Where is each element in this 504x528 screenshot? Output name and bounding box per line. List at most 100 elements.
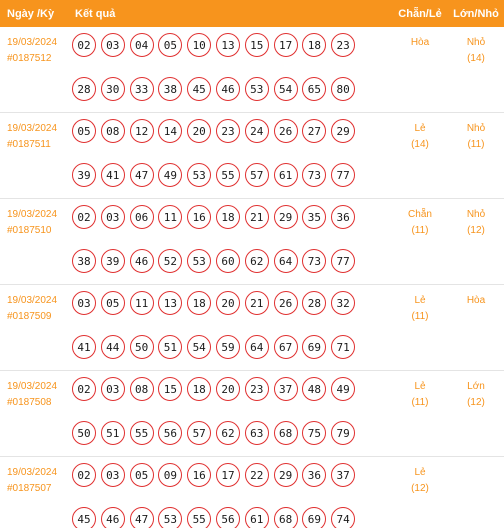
number-ball: 09 bbox=[158, 463, 183, 487]
number-ball: 30 bbox=[100, 77, 125, 101]
balls-line: 38 39 46 52 53 60 62 64 73 77 bbox=[72, 249, 392, 274]
number-ball: 28 bbox=[302, 291, 327, 315]
number-ball: 61 bbox=[273, 163, 298, 187]
parity-value: Lẻ bbox=[414, 381, 426, 392]
number-ball: 39 bbox=[100, 249, 125, 273]
result-numbers: 05 08 12 14 20 23 24 26 27 29 39 41 47 49 53 55 57 61 73 77 bbox=[70, 113, 392, 198]
parity-count: (11) bbox=[411, 397, 429, 408]
number-ball: 69 bbox=[302, 507, 327, 528]
number-ball: 20 bbox=[187, 119, 212, 143]
number-ball: 02 bbox=[72, 33, 96, 57]
number-ball: 55 bbox=[215, 163, 240, 187]
number-ball: 60 bbox=[215, 249, 240, 273]
size-value: Nhỏ bbox=[466, 37, 486, 48]
draw-id[interactable]: #0187507 bbox=[7, 483, 52, 494]
table-body: 19/03/2024 #0187512 02 03 04 05 10 13 15 17 18 23 28… bbox=[0, 27, 504, 528]
number-ball: 75 bbox=[302, 421, 327, 445]
result-numbers: 03 05 11 13 18 20 21 26 28 32 41 44 50 51 54 59 64 67 69 71 bbox=[70, 285, 392, 370]
draw-id[interactable]: #0187510 bbox=[7, 225, 52, 236]
number-ball: 18 bbox=[302, 33, 327, 57]
number-ball: 47 bbox=[129, 507, 154, 528]
number-ball: 57 bbox=[244, 163, 269, 187]
number-ball: 79 bbox=[331, 421, 356, 445]
draw-id[interactable]: #0187512 bbox=[7, 53, 52, 64]
number-ball: 08 bbox=[100, 119, 125, 143]
number-ball: 05 bbox=[158, 33, 183, 57]
number-ball: 68 bbox=[273, 421, 298, 445]
number-ball: 32 bbox=[331, 291, 356, 315]
number-ball: 49 bbox=[331, 377, 356, 401]
number-ball: 46 bbox=[100, 507, 125, 528]
number-ball: 24 bbox=[244, 119, 269, 143]
number-ball: 15 bbox=[158, 377, 183, 401]
number-ball: 36 bbox=[331, 205, 356, 229]
number-ball: 69 bbox=[302, 335, 327, 359]
number-ball: 59 bbox=[215, 335, 240, 359]
size-cell: Hòa bbox=[448, 285, 504, 370]
number-ball: 73 bbox=[302, 163, 327, 187]
balls-line: 02 03 06 11 16 18 21 29 35 36 bbox=[72, 205, 392, 230]
table-row: 19/03/2024 #0187511 05 08 12 14 20 23 24 26 27 29 39… bbox=[0, 113, 504, 199]
size-value: Nhỏ bbox=[466, 209, 486, 220]
number-ball: 64 bbox=[244, 335, 269, 359]
header-parity: Chẵn/Lẻ bbox=[398, 7, 442, 20]
number-ball: 33 bbox=[129, 77, 154, 101]
number-ball: 21 bbox=[244, 205, 269, 229]
parity-cell: Lẻ (12) bbox=[392, 457, 448, 528]
draw-id[interactable]: #0187508 bbox=[7, 397, 52, 408]
number-ball: 80 bbox=[331, 77, 356, 101]
number-ball: 15 bbox=[244, 33, 269, 57]
draw-id[interactable]: #0187509 bbox=[7, 311, 52, 322]
number-ball: 65 bbox=[302, 77, 327, 101]
number-ball: 38 bbox=[158, 77, 183, 101]
number-ball: 18 bbox=[187, 291, 212, 315]
result-numbers: 02 03 04 05 10 13 15 17 18 23 28 30 33 38 45 46 53 54 65 80 bbox=[70, 27, 392, 112]
table-row: 19/03/2024 #0187512 02 03 04 05 10 13 15 17 18 23 28… bbox=[0, 27, 504, 113]
parity-value: Lẻ bbox=[414, 467, 426, 478]
parity-cell: Hòa bbox=[392, 27, 448, 112]
number-ball: 53 bbox=[187, 163, 212, 187]
number-ball: 21 bbox=[244, 291, 269, 315]
number-ball: 64 bbox=[273, 249, 298, 273]
size-value: Hòa bbox=[466, 295, 486, 306]
number-ball: 29 bbox=[273, 205, 298, 229]
number-ball: 10 bbox=[187, 33, 212, 57]
size-cell: Nhỏ (12) bbox=[448, 199, 504, 284]
draw-date: 19/03/2024 bbox=[7, 209, 58, 220]
balls-line: 05 08 12 14 20 23 24 26 27 29 bbox=[72, 119, 392, 144]
number-ball: 62 bbox=[215, 421, 240, 445]
size-count: (11) bbox=[467, 139, 485, 150]
number-ball: 02 bbox=[72, 377, 96, 401]
size-cell: Lớn (12) bbox=[448, 371, 504, 456]
number-ball: 29 bbox=[273, 463, 298, 487]
number-ball: 16 bbox=[187, 205, 212, 229]
size-value: Lớn bbox=[467, 381, 485, 392]
draw-info: 19/03/2024 #0187509 bbox=[0, 285, 70, 370]
number-ball: 47 bbox=[129, 163, 154, 187]
header-date: Ngày /Kỳ bbox=[7, 7, 55, 20]
table-header: Ngày /Kỳ Kết quả Chẵn/Lẻ Lớn/Nhỏ bbox=[0, 0, 504, 27]
number-ball: 41 bbox=[72, 335, 96, 359]
parity-cell: Chẵn (11) bbox=[392, 199, 448, 284]
balls-line: 03 05 11 13 18 20 21 26 28 32 bbox=[72, 291, 392, 316]
number-ball: 46 bbox=[129, 249, 154, 273]
result-numbers: 02 03 05 09 16 17 22 29 36 37 45 46 47 53 55 56 61 68 69 74 bbox=[70, 457, 392, 528]
number-ball: 62 bbox=[244, 249, 269, 273]
size-count: (12) bbox=[467, 225, 485, 236]
number-ball: 26 bbox=[273, 119, 298, 143]
parity-value: Chẵn bbox=[408, 209, 432, 220]
number-ball: 23 bbox=[244, 377, 269, 401]
table-row: 19/03/2024 #0187508 02 03 08 15 18 20 23 37 48 49 50… bbox=[0, 371, 504, 457]
draw-id[interactable]: #0187511 bbox=[7, 139, 51, 150]
number-ball: 51 bbox=[100, 421, 125, 445]
number-ball: 18 bbox=[187, 377, 212, 401]
draw-date: 19/03/2024 bbox=[7, 467, 58, 478]
number-ball: 27 bbox=[302, 119, 327, 143]
number-ball: 44 bbox=[100, 335, 125, 359]
table-row: 19/03/2024 #0187509 03 05 11 13 18 20 21 26 28 32 41… bbox=[0, 285, 504, 371]
number-ball: 11 bbox=[129, 291, 154, 315]
parity-count: (12) bbox=[411, 483, 429, 494]
result-numbers: 02 03 06 11 16 18 21 29 35 36 38 39 46 52 53 60 62 64 73 77 bbox=[70, 199, 392, 284]
number-ball: 54 bbox=[187, 335, 212, 359]
